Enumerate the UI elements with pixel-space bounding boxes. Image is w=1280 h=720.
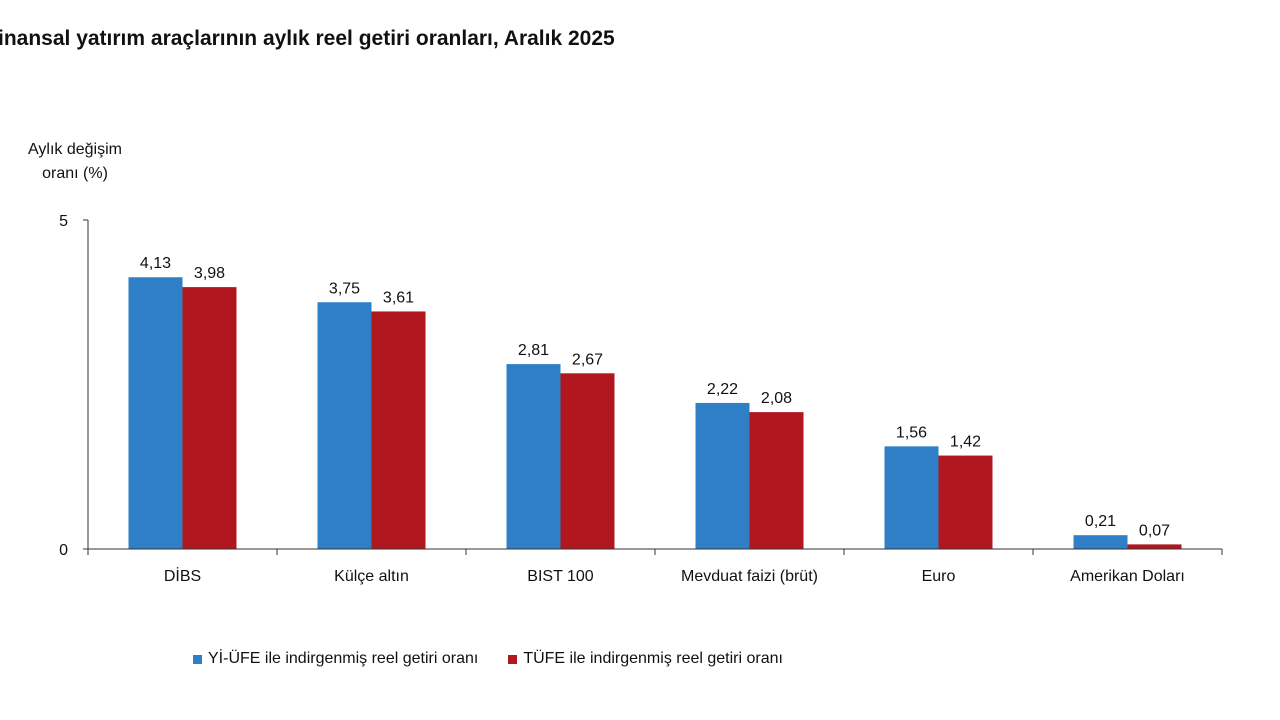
y-axis-label-line-2: oranı (%) (42, 165, 108, 182)
y-axis-label-line-1: Aylık değişim (28, 141, 122, 158)
x-tick-label-2: Külçe altın (334, 568, 409, 585)
data-label-series-1-4: 2,22 (707, 381, 738, 398)
x-tick-label-4: Mevduat faizi (brüt) (681, 568, 818, 585)
x-tick-label-1: DİBS (164, 566, 201, 585)
y-axis-label: Aylık değişim oranı (%) (10, 138, 140, 186)
y-tick-label-1: 0 (59, 542, 68, 559)
legend-swatch-tufe (508, 654, 518, 664)
data-label-series-1-3: 2,81 (518, 342, 549, 359)
bar-series-2-6 (1127, 544, 1182, 549)
data-label-series-1-6: 0,21 (1085, 513, 1116, 530)
legend-label-tufe: TÜFE ile indirgenmiş reel getiri oranı (523, 650, 783, 667)
data-label-series-2-2: 3,61 (383, 289, 414, 306)
legend-item-yi-ufe: Yİ-ÜFE ile indirgenmiş reel getiri oranı (193, 650, 478, 668)
data-label-series-1-2: 3,75 (329, 280, 360, 297)
y-tick-label-2: 5 (59, 213, 68, 230)
legend-item-tufe: TÜFE ile indirgenmiş reel getiri oranı (508, 650, 783, 668)
bar-series-1-1 (128, 277, 183, 549)
bar-series-1-6 (1073, 535, 1128, 549)
bar-series-2-3 (560, 373, 615, 549)
x-tick-label-5: Euro (922, 568, 956, 585)
bar-series-1-5 (884, 446, 939, 549)
bar-series-2-4 (749, 412, 804, 549)
chart-title: inansal yatırım araçlarının aylık reel g… (0, 27, 615, 50)
legend: Yİ-ÜFE ile indirgenmiş reel getiri oranı… (193, 650, 783, 668)
x-tick-label-3: BIST 100 (527, 568, 594, 585)
x-tick-label-6: Amerikan Doları (1070, 568, 1185, 585)
bar-series-1-3 (506, 364, 561, 549)
data-label-series-1-5: 1,56 (896, 424, 927, 441)
bar-series-1-4 (695, 402, 750, 549)
data-label-series-2-5: 1,42 (950, 434, 981, 451)
data-label-series-2-4: 2,08 (761, 390, 792, 407)
legend-label-yi-ufe: Yİ-ÜFE ile indirgenmiş reel getiri oranı (208, 650, 479, 667)
legend-swatch-yi-ufe (193, 654, 202, 664)
data-label-series-2-1: 3,98 (194, 265, 225, 282)
data-label-series-2-3: 2,67 (572, 351, 603, 368)
bar-series-2-1 (182, 287, 237, 549)
bar-series-2-2 (371, 311, 426, 549)
bar-series-2-5 (938, 455, 993, 549)
bar-series-1-2 (317, 302, 372, 549)
data-label-series-2-6: 0,07 (1139, 522, 1170, 539)
data-label-series-1-1: 4,13 (140, 255, 171, 272)
